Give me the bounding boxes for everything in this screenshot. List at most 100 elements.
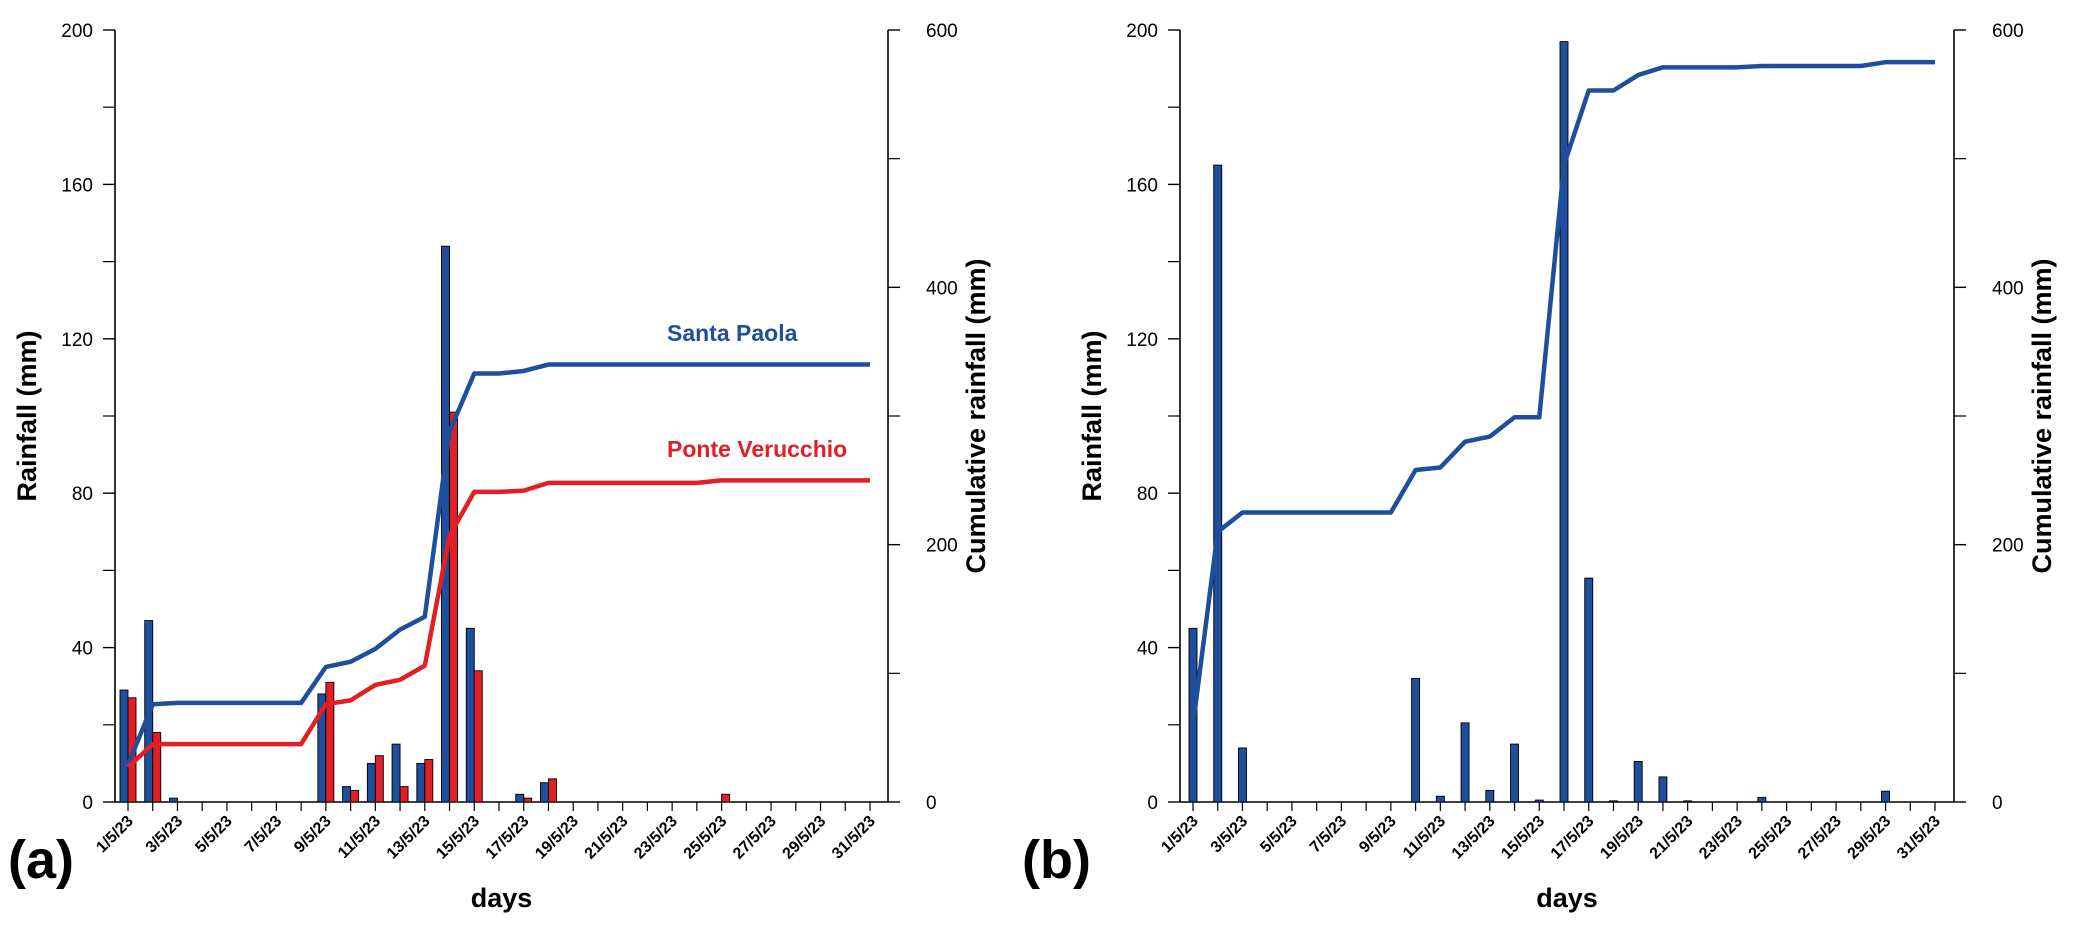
y-axis-title-left: Rainfall (mm) — [1077, 330, 1107, 501]
x-tick-label: 17/5/23 — [483, 813, 533, 863]
x-tick-label: 13/5/23 — [1449, 813, 1499, 863]
bar-santa-paola — [1460, 722, 1470, 803]
panel-label: (b) — [1022, 830, 1091, 890]
bar-santa-paola — [1683, 800, 1693, 803]
bar-santa-paola — [1238, 747, 1247, 803]
bar-santa-paola — [1658, 776, 1668, 803]
bar-santa-paola — [416, 762, 426, 803]
x-axis-title: days — [1536, 883, 1598, 913]
bar-santa-paola — [391, 743, 401, 803]
left-tick-label: 0 — [1147, 793, 1158, 814]
bar-santa-paola — [1534, 799, 1544, 803]
bar-santa-paola — [540, 782, 549, 803]
left-tick-label: 40 — [1137, 639, 1158, 660]
x-tick-label: 29/5/23 — [1845, 813, 1895, 863]
left-tick-label: 200 — [1126, 21, 1158, 42]
x-tick-label: 5/5/23 — [192, 813, 236, 857]
x-tick-label: 1/5/23 — [93, 813, 137, 857]
bar-santa-paola — [1435, 795, 1445, 803]
right-tick-label: 200 — [926, 536, 958, 557]
bar-santa-paola — [342, 786, 352, 803]
right-tick-label: 200 — [1992, 536, 2024, 557]
x-tick-label: 11/5/23 — [1400, 813, 1449, 862]
bar-santa-paola — [1485, 789, 1495, 803]
legend-santa-paola: Santa Paola — [667, 320, 798, 346]
right-tick-label: 600 — [926, 21, 958, 42]
legend-ponte-verucchio: Ponte Verucchio — [667, 436, 847, 462]
x-tick-label: 13/5/23 — [384, 813, 434, 863]
bar-santa-paola — [465, 627, 475, 803]
left-tick-label: 80 — [72, 484, 93, 505]
left-tick-label: 120 — [1126, 330, 1158, 351]
left-tick-label: 160 — [61, 175, 93, 196]
right-tick-label: 400 — [1992, 278, 2024, 299]
x-tick-label: 1/5/23 — [1158, 813, 1202, 857]
x-tick-label: 25/5/23 — [681, 813, 731, 863]
x-tick-label: 17/5/23 — [1548, 813, 1598, 863]
bar-ponte-verucchio — [721, 793, 731, 803]
left-tick-label: 160 — [1126, 175, 1158, 196]
bar-ponte-verucchio — [424, 759, 434, 803]
bar-ponte-verucchio — [399, 786, 409, 803]
bar-santa-paola — [1633, 761, 1643, 803]
x-tick-label: 21/5/23 — [1647, 813, 1697, 863]
x-tick-label: 23/5/23 — [1696, 813, 1746, 863]
right-tick-label: 0 — [926, 793, 937, 814]
x-axis-title: days — [471, 883, 533, 913]
x-tick-label: 15/5/23 — [433, 813, 483, 863]
bar-santa-paola — [1510, 743, 1519, 803]
cumulative-line-ponte-verucchio — [126, 478, 870, 769]
y-axis-title-left: Rainfall (mm) — [12, 330, 42, 501]
bar-santa-paola — [1757, 796, 1767, 803]
cumulative-line-santa-paola — [125, 362, 870, 766]
bar-ponte-verucchio — [374, 755, 384, 803]
right-tick-label: 400 — [926, 278, 958, 299]
bar-santa-paola — [1213, 164, 1223, 803]
left-tick-label: 0 — [82, 793, 93, 814]
x-tick-label: 3/5/23 — [143, 813, 187, 857]
bar-santa-paola — [366, 762, 376, 803]
bar-ponte-verucchio — [152, 732, 162, 803]
y-axis-title-right: Cumulative rainfall (mm) — [961, 258, 991, 573]
bar-santa-paola — [515, 793, 525, 803]
x-tick-label: 9/5/23 — [1356, 813, 1400, 857]
left-tick-label: 120 — [61, 330, 93, 351]
x-tick-label: 23/5/23 — [631, 813, 681, 863]
bar-santa-paola — [1584, 577, 1594, 803]
x-tick-label: 3/5/23 — [1208, 813, 1252, 857]
chart-panel-a: 0 40 80 120 160 200 0 200 400 600 1/5/23 3/5/23 5/5/… — [8, 21, 991, 913]
x-tick-label: 7/5/23 — [242, 813, 286, 857]
bar-santa-paola — [1559, 41, 1569, 803]
bar-ponte-verucchio — [473, 670, 483, 803]
right-tick-label: 0 — [1992, 793, 2003, 814]
left-tick-label: 80 — [1137, 484, 1158, 505]
x-tick-label: 19/5/23 — [1597, 813, 1647, 863]
bar-ponte-verucchio — [548, 778, 557, 803]
x-tick-label: 25/5/23 — [1746, 813, 1796, 863]
x-tick-label: 5/5/23 — [1257, 813, 1301, 857]
x-tick-label: 27/5/23 — [730, 813, 780, 863]
x-tick-label: 21/5/23 — [582, 813, 632, 863]
right-tick-label: 600 — [1992, 21, 2024, 42]
bar-santa-paola — [1609, 800, 1618, 803]
x-tick-label: 19/5/23 — [532, 813, 582, 863]
bar-santa-paola — [441, 245, 450, 803]
x-tick-label: 7/5/23 — [1307, 813, 1351, 857]
x-tick-label: 27/5/23 — [1795, 813, 1845, 863]
x-tick-label: 11/5/23 — [335, 813, 384, 862]
cumulative-line-santa-paola — [1190, 59, 1935, 726]
left-tick-label: 200 — [61, 21, 93, 42]
y-axis-title-right: Cumulative rainfall (mm) — [2027, 258, 2057, 573]
bar-ponte-verucchio — [449, 411, 458, 803]
panel-label: (a) — [8, 830, 74, 890]
bar-santa-paola — [119, 689, 129, 803]
x-tick-label: 31/5/23 — [829, 813, 879, 863]
x-tick-label: 15/5/23 — [1498, 813, 1548, 863]
x-tick-label: 31/5/23 — [1894, 813, 1944, 863]
bar-santa-paola — [1411, 678, 1421, 803]
bar-santa-paola — [169, 797, 178, 803]
bar-ponte-verucchio — [325, 681, 335, 803]
bar-ponte-verucchio — [523, 797, 533, 803]
